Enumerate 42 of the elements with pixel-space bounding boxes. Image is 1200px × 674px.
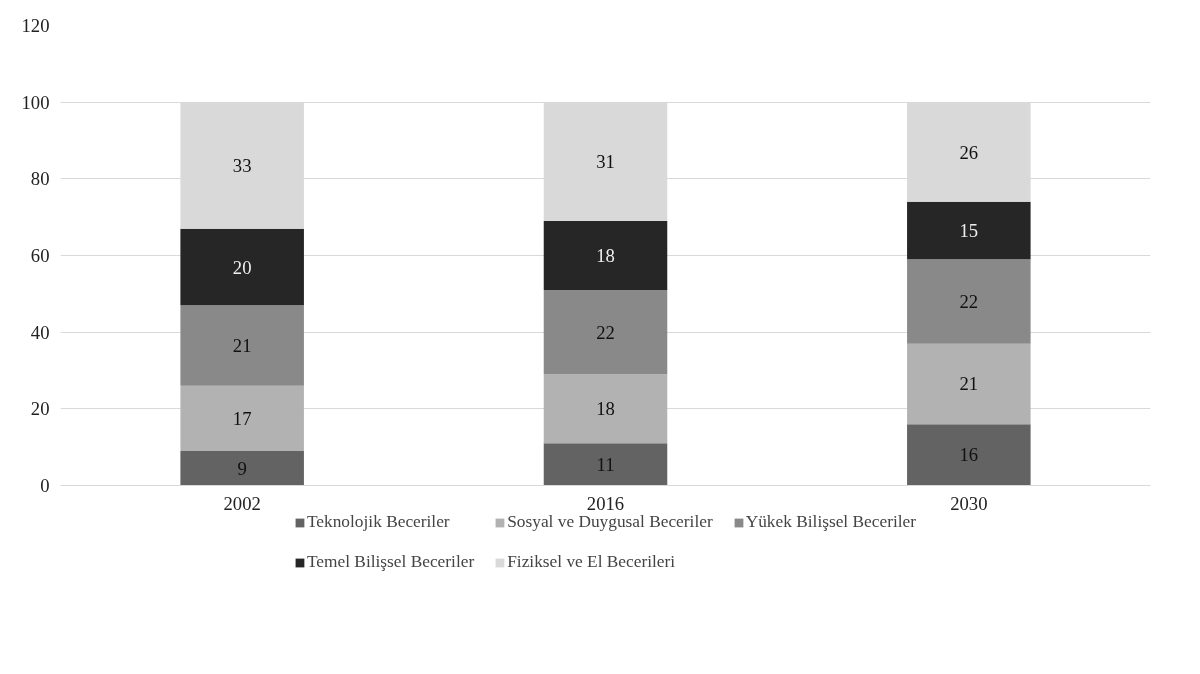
x-tick-label: 2002 [223,492,261,514]
x-tick-label: 2030 [950,492,988,514]
bar [180,451,304,486]
y-tick-label: 60 [30,245,50,266]
bar [180,385,304,451]
data-label: 33 [232,154,252,176]
data-label: 21 [232,335,252,357]
y-tick-label: 80 [30,168,50,190]
data-label: 17 [232,407,252,429]
data-label: 22 [596,321,615,343]
bar [180,228,304,306]
bar [907,424,1031,486]
y-tick-label: 20 [30,398,50,420]
data-label: 16 [959,444,979,466]
x-tick-label: 2016 [586,492,625,514]
bar [907,259,1031,344]
data-label: 22 [959,291,979,312]
data-label: 18 [596,245,615,266]
data-label: 15 [959,220,979,242]
bar [907,201,1031,260]
bar [543,290,668,375]
legend-label: Sosyal ve Duygusal Beceriler [507,512,713,532]
y-tick-label: 0 [40,475,50,496]
legend-label: Fiziksel ve El Becerileri [507,552,676,572]
y-tick-label: 40 [30,321,50,343]
data-label: 9 [237,457,247,479]
y-tick-label: 100 [21,91,50,113]
data-label: 18 [596,398,615,420]
bar [543,221,668,290]
legend-label: Teknolojik Beceriler [306,512,450,532]
data-label: 11 [596,453,615,475]
bar [543,443,668,486]
data-label: 20 [232,256,252,278]
legend-label: Temel Bilişsel Beceriler [306,552,475,572]
bar [543,374,668,444]
data-label: 26 [959,141,979,163]
bar [907,343,1031,425]
legend-label: Yükek Bilişsel Beceriler [745,512,917,532]
y-tick-label: 120 [21,15,50,36]
bar [180,305,304,386]
data-label: 21 [959,373,979,395]
data-label: 31 [596,151,615,173]
